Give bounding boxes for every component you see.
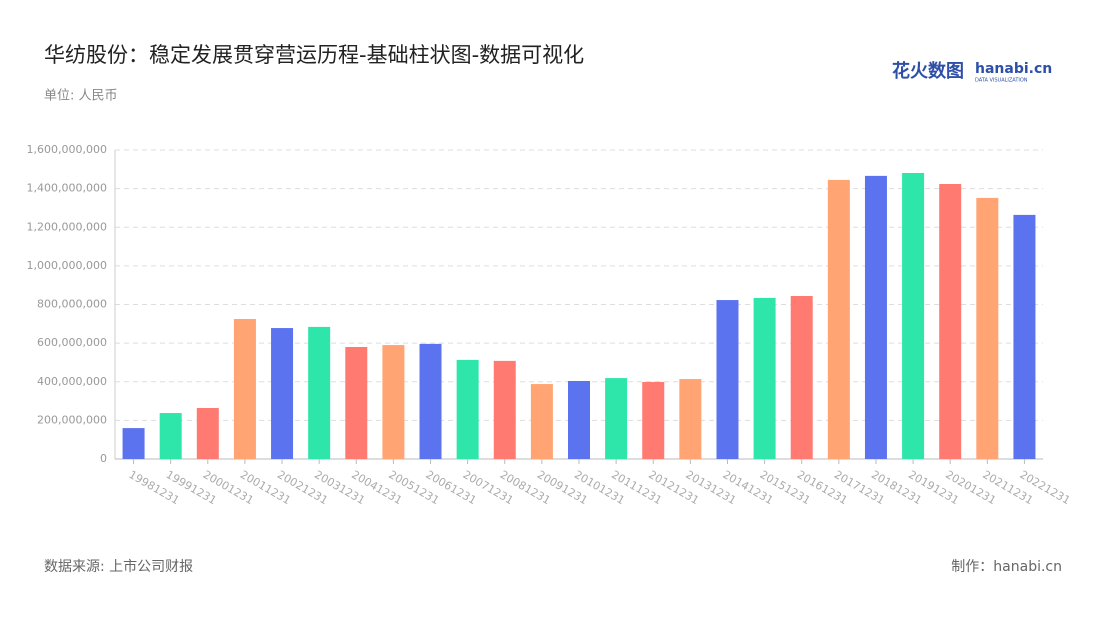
bar [233, 318, 256, 459]
bar [864, 175, 887, 459]
y-tick-label: 0 [100, 452, 107, 465]
bar [1013, 214, 1036, 459]
bar [530, 384, 553, 459]
bar [605, 378, 628, 459]
bar [159, 413, 182, 459]
bar [827, 179, 850, 459]
logo-brand: 花火数图 [892, 60, 964, 82]
y-tick-label: 600,000,000 [37, 336, 107, 349]
y-tick-label: 1,400,000,000 [27, 182, 107, 195]
bar [345, 346, 368, 459]
y-tick-label: 1,600,000,000 [27, 143, 107, 156]
bar [456, 359, 479, 459]
y-tick-label: 400,000,000 [37, 375, 107, 388]
bar [753, 297, 776, 459]
bar [902, 172, 925, 459]
bar [976, 197, 999, 459]
bar [716, 300, 739, 459]
y-tick-label: 200,000,000 [37, 413, 107, 426]
y-tick-label: 1,000,000,000 [27, 259, 107, 272]
y-tick-label: 1,200,000,000 [27, 220, 107, 233]
bar [939, 183, 962, 460]
bar [679, 379, 702, 459]
logo-site: hanabi.cn [975, 61, 1052, 77]
chart-title: 华纺股份：稳定发展贯穿营运历程-基础柱状图-数据可视化 [44, 43, 584, 67]
bar [642, 381, 665, 459]
bar [308, 326, 331, 459]
bar [271, 328, 294, 459]
bar [122, 428, 145, 459]
bar [419, 343, 442, 459]
credit: 制作：hanabi.cn [951, 559, 1062, 575]
bar [196, 408, 219, 459]
logo-tagline: DATA VISUALIZATION [975, 78, 1028, 84]
bar [493, 360, 516, 459]
source: 数据来源: 上市公司财报 [44, 558, 193, 575]
y-tick-label: 800,000,000 [37, 298, 107, 311]
bar [382, 345, 405, 459]
bar [790, 296, 813, 459]
bar [568, 380, 590, 459]
unit-label: 单位: 人民币 [44, 89, 118, 104]
